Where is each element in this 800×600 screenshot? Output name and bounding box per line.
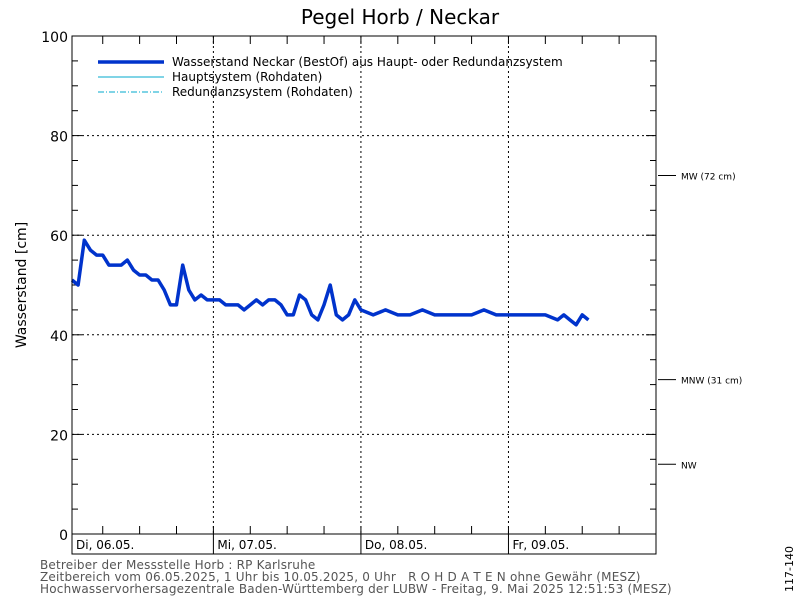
x-tick-label: Di, 06.05. (76, 538, 134, 552)
x-tick-label: Mi, 07.05. (217, 538, 276, 552)
series-line (71, 239, 589, 326)
chart-title: Pegel Horb / Neckar (301, 5, 500, 29)
series-line (71, 239, 589, 326)
y-axis-ticks: 0 20 40 60 80 100 (41, 30, 656, 544)
footer-operator: Betreiber der Messstelle Horb : RP Karls… (40, 558, 316, 572)
legend-label: Hauptsystem (Rohdaten) (172, 70, 322, 84)
legend-label: Wasserstand Neckar (BestOf) aus Haupt- o… (172, 55, 563, 69)
gridlines (72, 36, 656, 534)
y-tick-label: 0 (59, 528, 68, 544)
footer-provider: Hochwasservorhersagezentrale Baden-Württ… (40, 582, 672, 596)
x-tick-label: Fr, 09.05. (512, 538, 569, 552)
legend: Wasserstand Neckar (BestOf) aus Haupt- o… (98, 55, 563, 99)
plot-frame (71, 35, 657, 555)
reference-levels: MW (72 cm) MNW (31 cm) NW (658, 172, 742, 471)
side-code: 117-140 (783, 546, 796, 592)
y-tick-label: 60 (50, 229, 68, 245)
y-tick-label: 40 (50, 329, 68, 345)
data-series (70, 238, 590, 327)
reference-level-label: NW (681, 461, 697, 471)
y-tick-label: 100 (41, 30, 68, 46)
x-axis-ticks: Di, 06.05. Mi, 07.05. Do, 08.05. Fr, 09.05. (71, 36, 657, 554)
y-axis-label: Wasserstand [cm] (14, 222, 30, 348)
reference-level-label: MW (72 cm) (681, 172, 736, 182)
series-line (70, 238, 590, 327)
legend-label: Redundanzsystem (Rohdaten) (172, 85, 353, 99)
y-tick-label: 20 (50, 428, 68, 444)
x-tick-label: Do, 08.05. (365, 538, 427, 552)
footer-time-range: Zeitbereich vom 06.05.2025, 1 Uhr bis 10… (40, 570, 641, 584)
y-tick-label: 80 (50, 130, 68, 146)
reference-level-label: MNW (31 cm) (681, 377, 742, 387)
